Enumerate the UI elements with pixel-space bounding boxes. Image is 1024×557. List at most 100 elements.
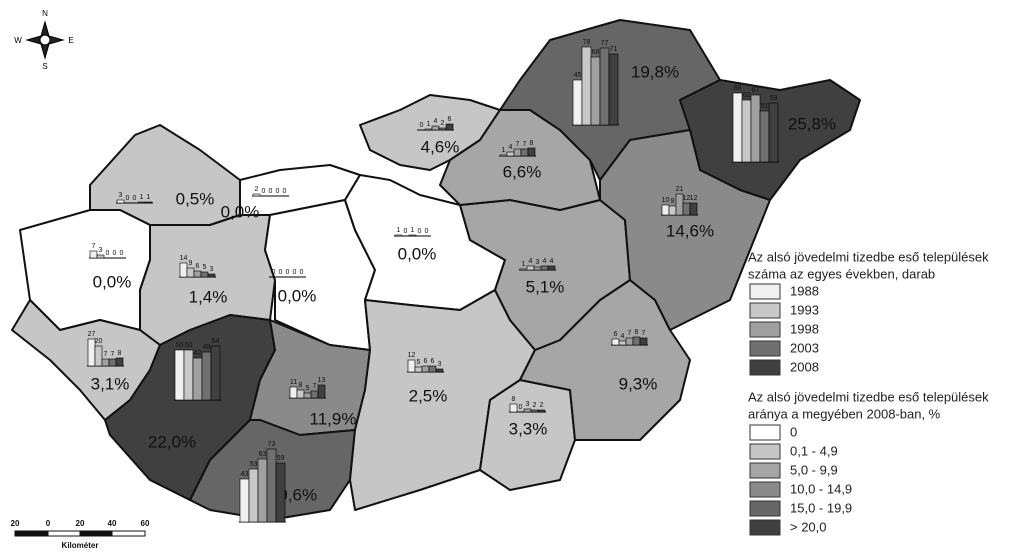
share-label: 5,1% xyxy=(526,277,565,296)
count-label: 12 xyxy=(683,195,691,202)
count-label: 69 xyxy=(734,85,742,92)
count-label: 50 xyxy=(176,342,184,349)
count-bar xyxy=(668,205,677,216)
count-bar xyxy=(137,201,146,204)
count-bar xyxy=(96,254,105,259)
count-label: 45 xyxy=(574,72,582,79)
count-bar xyxy=(424,128,433,131)
count-label: 1 xyxy=(427,121,431,128)
share-label: 19,8% xyxy=(631,62,679,81)
count-bar xyxy=(435,368,444,373)
count-label: 12 xyxy=(408,352,416,359)
count-label: 3 xyxy=(526,401,530,408)
count-bar xyxy=(533,266,542,271)
count-label: 0 xyxy=(272,269,276,276)
count-bar xyxy=(192,357,203,401)
count-label: 0 xyxy=(286,269,290,276)
legend-title: aránya a megyében 2008-ban, % xyxy=(748,406,941,421)
count-label: 4 xyxy=(509,144,513,151)
count-bar xyxy=(303,392,312,399)
share-label: 1,4% xyxy=(189,287,228,306)
legend-swatch xyxy=(749,359,781,376)
count-label: 7 xyxy=(313,383,317,390)
count-label: 7 xyxy=(111,351,115,358)
share-label: 0,0% xyxy=(398,244,437,263)
count-bar xyxy=(252,193,261,197)
count-label: 63 xyxy=(259,451,267,458)
count-label: 77 xyxy=(601,40,609,47)
legend-title: Az alsó jövedelmi tizedbe eső települése… xyxy=(748,249,989,264)
count-label: 2 xyxy=(540,402,544,409)
count-bar xyxy=(618,340,627,346)
count-label: 2 xyxy=(255,186,259,193)
count-label: 9 xyxy=(671,198,675,205)
count-label: 2 xyxy=(441,120,445,127)
scale-tick-label: 60 xyxy=(141,519,150,528)
count-label: 0 xyxy=(425,228,429,235)
count-bar xyxy=(523,408,532,413)
count-label: 0 xyxy=(120,250,124,257)
county xyxy=(439,109,601,211)
count-label: 7 xyxy=(628,330,632,337)
legend-swatch xyxy=(749,443,781,460)
count-bar xyxy=(186,267,195,278)
count-label: 73 xyxy=(268,441,276,448)
count-label: 0 xyxy=(420,122,424,129)
compass-south: S xyxy=(42,62,47,71)
count-label: 21 xyxy=(676,186,684,193)
share-label: 0,0% xyxy=(221,202,260,221)
count-label: 10 xyxy=(662,197,670,204)
count-bar xyxy=(174,349,185,401)
legend-label: > 20,0 xyxy=(790,519,827,534)
count-label: 0 xyxy=(300,269,304,276)
count-bar xyxy=(414,366,423,373)
legend-swatch xyxy=(749,283,781,300)
count-bar xyxy=(445,123,454,131)
scale-bar: 20 0 20 40 60 Kilométer xyxy=(11,519,150,550)
count-label: 0 xyxy=(519,404,523,411)
count-label: 14 xyxy=(180,255,188,262)
count-label: 0 xyxy=(262,188,266,195)
share-label: 2,5% xyxy=(409,386,448,405)
legend-label: 2008 xyxy=(790,359,819,374)
count-label: 0 xyxy=(113,250,117,257)
share-label: 3,3% xyxy=(509,419,548,438)
legend-label: 15,0 - 19,9 xyxy=(790,500,852,515)
count-label: 12 xyxy=(690,195,698,202)
scale-tick-label: 0 xyxy=(46,519,51,528)
count-label: 48 xyxy=(203,344,211,351)
count-bar xyxy=(200,271,209,278)
count-label: 53 xyxy=(250,461,258,468)
count-label: 8 xyxy=(512,396,516,403)
count-label: 71 xyxy=(610,46,618,53)
count-label: 59 xyxy=(770,95,778,102)
count-bar xyxy=(407,359,416,373)
count-label: 67 xyxy=(752,87,760,94)
count-bar xyxy=(526,265,535,271)
count-bar xyxy=(289,386,298,399)
legend-swatch xyxy=(749,302,781,319)
count-label: 3 xyxy=(536,259,540,266)
count-bar xyxy=(317,384,326,399)
count-label: 0 xyxy=(106,250,110,257)
count-bar xyxy=(540,265,549,271)
count-bar xyxy=(101,358,110,367)
legend-swatch xyxy=(749,321,781,338)
count-label: 54 xyxy=(212,338,220,345)
count-label: 0 xyxy=(418,228,422,235)
count-bar xyxy=(661,204,670,216)
count-bar xyxy=(421,365,430,373)
count-label: 4 xyxy=(550,258,554,265)
legend-label: 1993 xyxy=(790,302,819,317)
legend-label: 0 xyxy=(790,424,797,439)
count-bar xyxy=(115,357,124,367)
count-label: 1 xyxy=(140,194,144,201)
scale-segment xyxy=(47,530,81,537)
count-label: 0 xyxy=(293,269,297,276)
scale-unit: Kilométer xyxy=(62,541,99,550)
count-bar xyxy=(438,127,447,131)
count-bar xyxy=(207,273,216,278)
scale-segment xyxy=(111,530,146,537)
